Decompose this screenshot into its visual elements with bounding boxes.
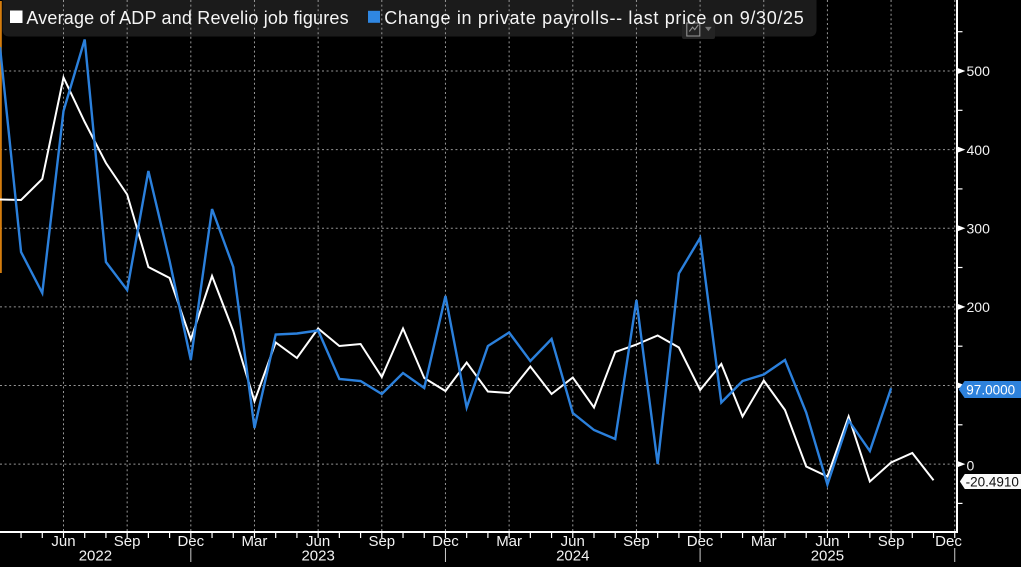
svg-text:Sep: Sep <box>623 533 650 550</box>
svg-text:97.0000: 97.0000 <box>966 383 1015 398</box>
svg-text:2022: 2022 <box>79 548 112 565</box>
svg-text:Mar: Mar <box>496 533 522 550</box>
svg-text:Mar: Mar <box>242 533 268 550</box>
svg-text:-20.4910: -20.4910 <box>966 474 1019 489</box>
svg-text:Average of ADP and Revelio job: Average of ADP and Revelio job figures <box>26 8 348 28</box>
svg-text:2024: 2024 <box>556 548 589 565</box>
svg-text:Change in private payrolls-- l: Change in private payrolls-- last price … <box>384 8 804 28</box>
svg-text:Jun: Jun <box>306 533 330 550</box>
svg-text:Sep: Sep <box>114 533 141 550</box>
svg-text:Dec: Dec <box>432 533 459 550</box>
svg-text:Jun: Jun <box>51 533 75 550</box>
svg-text:Dec: Dec <box>177 533 204 550</box>
svg-text:500: 500 <box>967 63 991 79</box>
svg-text:Mar: Mar <box>751 533 777 550</box>
svg-text:2025: 2025 <box>811 548 844 565</box>
svg-text:300: 300 <box>967 220 991 236</box>
svg-text:400: 400 <box>967 142 991 158</box>
svg-text:Dec: Dec <box>935 533 962 550</box>
svg-text:2023: 2023 <box>301 548 334 565</box>
svg-text:Sep: Sep <box>878 533 905 550</box>
svg-text:Jun: Jun <box>815 533 839 550</box>
svg-text:Jun: Jun <box>561 533 585 550</box>
svg-text:Dec: Dec <box>687 533 714 550</box>
svg-text:Sep: Sep <box>368 533 395 550</box>
svg-text:200: 200 <box>967 299 991 315</box>
svg-text:0: 0 <box>967 458 975 474</box>
